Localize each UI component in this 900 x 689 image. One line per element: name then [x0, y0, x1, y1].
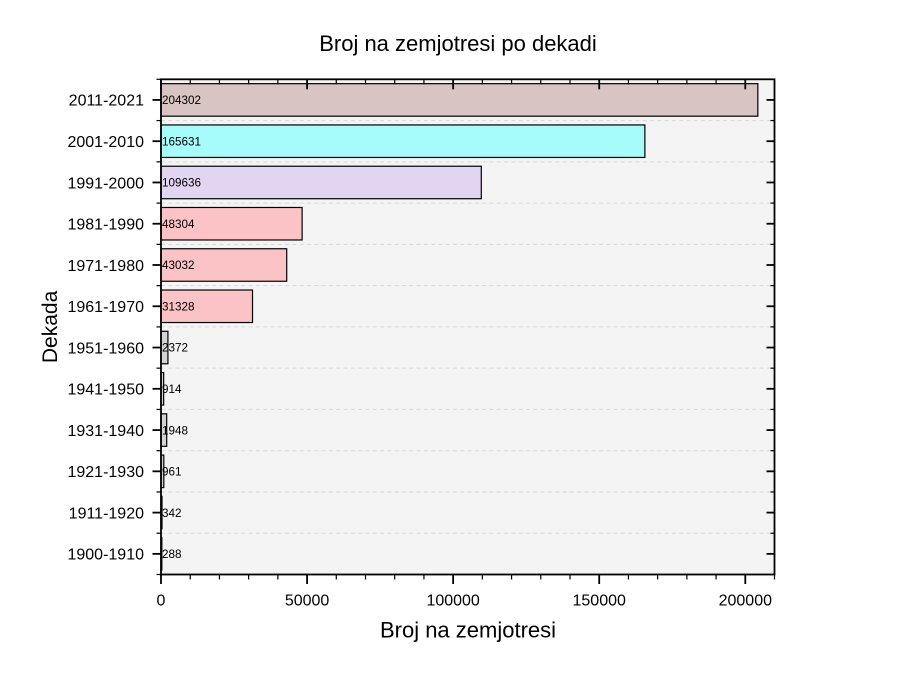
svg-text:1971-1980: 1971-1980: [67, 258, 144, 275]
svg-text:2001-2010: 2001-2010: [67, 134, 144, 151]
svg-text:1931-1940: 1931-1940: [67, 423, 144, 440]
svg-text:43032: 43032: [162, 259, 195, 272]
svg-text:165631: 165631: [162, 135, 201, 148]
svg-text:109636: 109636: [162, 177, 201, 190]
svg-text:1951-1960: 1951-1960: [67, 340, 144, 357]
svg-text:961: 961: [162, 466, 182, 479]
svg-text:204302: 204302: [162, 94, 201, 107]
svg-text:200000: 200000: [719, 593, 772, 610]
svg-text:31328: 31328: [162, 300, 195, 313]
svg-text:288: 288: [162, 548, 182, 561]
svg-text:48304: 48304: [162, 218, 195, 231]
svg-text:Dekada: Dekada: [39, 290, 62, 363]
svg-text:1921-1930: 1921-1930: [67, 464, 144, 481]
svg-text:1911-1920: 1911-1920: [69, 505, 144, 522]
svg-text:Broj na zemjotresi po dekadi: Broj na zemjotresi po dekadi: [319, 31, 597, 56]
svg-text:1900-1910: 1900-1910: [67, 547, 144, 564]
svg-text:2372: 2372: [162, 342, 188, 355]
svg-text:2011-2021: 2011-2021: [69, 93, 144, 110]
svg-text:1941-1950: 1941-1950: [67, 382, 144, 399]
svg-text:1991-2000: 1991-2000: [67, 175, 144, 192]
svg-text:100000: 100000: [426, 593, 479, 610]
svg-text:342: 342: [162, 507, 182, 520]
svg-text:914: 914: [162, 383, 182, 396]
svg-text:1981-1990: 1981-1990: [67, 217, 144, 234]
svg-text:1961-1970: 1961-1970: [67, 299, 144, 316]
svg-text:0: 0: [157, 593, 166, 610]
svg-text:1948: 1948: [162, 424, 188, 437]
svg-text:Broj na zemjotresi: Broj na zemjotresi: [380, 618, 556, 643]
svg-text:50000: 50000: [285, 593, 330, 610]
svg-text:150000: 150000: [573, 593, 626, 610]
